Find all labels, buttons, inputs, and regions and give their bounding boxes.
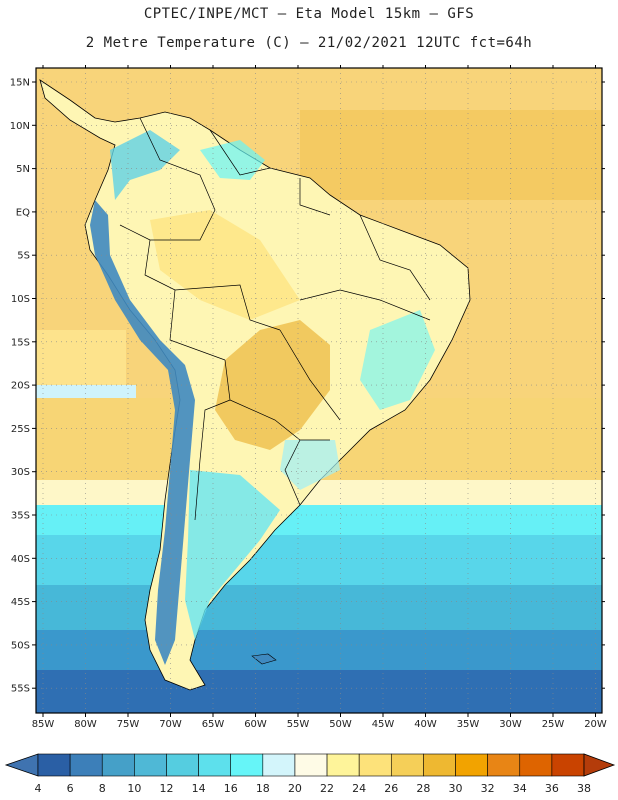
longitude-label: 65W — [202, 719, 225, 730]
falkland-islands — [251, 653, 277, 665]
latitude-label: 55S — [11, 684, 30, 695]
latitude-label: 15S — [11, 337, 30, 348]
colorbar-swatch — [487, 753, 521, 777]
colorbar-label: 22 — [320, 782, 335, 795]
colorbar-swatch — [519, 753, 553, 777]
ocean-band-mid — [36, 585, 602, 630]
colorbar-low-arrow — [4, 753, 39, 777]
colorbar-swatch — [390, 753, 424, 777]
longitude-label: 25W — [542, 719, 565, 730]
uruguay-cyan — [280, 440, 340, 490]
colorbar-swatch — [455, 753, 488, 777]
colorbar-swatch — [551, 753, 585, 777]
colorbar-high-arrow — [583, 753, 616, 777]
axis-ticks — [32, 65, 605, 717]
colorbar-swatch — [134, 753, 167, 777]
colorbar-label: 28 — [416, 782, 431, 795]
map-field — [36, 68, 602, 713]
latitude-label: 15N — [10, 78, 30, 89]
colorbar-swatch — [326, 753, 360, 777]
country-borders — [119, 117, 431, 521]
amazon-warm-patch — [150, 210, 300, 320]
colorbar-label: 18 — [255, 782, 270, 795]
colorbar-swatch — [101, 753, 135, 777]
colorbar-swatch — [358, 753, 392, 777]
longitude-label: 35W — [457, 719, 480, 730]
ocean-band-pale-west — [36, 330, 126, 390]
colorbar-label: 12 — [159, 782, 174, 795]
latitude-label: 50S — [11, 640, 30, 651]
longitude-label: 75W — [117, 719, 140, 730]
colorbar-label: 14 — [191, 782, 206, 795]
interior-hot-zone — [215, 320, 330, 450]
longitude-label: 80W — [74, 719, 97, 730]
colorbar-swatch — [69, 753, 103, 777]
colorbar-label: 10 — [127, 782, 142, 795]
longitude-label: 60W — [244, 719, 267, 730]
colorbar-label: 8 — [98, 782, 106, 795]
map-title-line2: 2 Metre Temperature (C) – 21/02/2021 12U… — [85, 35, 533, 51]
longitude-labels: 85W 80W 75W 70W 65W 60W 55W 50W 45W 40W 35W 30W 25W 2… — [32, 719, 607, 730]
latitude-label: 35S — [11, 511, 30, 522]
guiana-highlands-cyan — [200, 140, 265, 180]
latitude-label: 5S — [17, 251, 30, 262]
ocean-band-cold — [36, 630, 602, 670]
colorbar-swatch — [230, 753, 264, 777]
ocean-band-cyan — [36, 505, 602, 535]
colorbar-label: 24 — [352, 782, 367, 795]
longitude-label: 55W — [287, 719, 310, 730]
colorbar-label: 38 — [577, 782, 591, 795]
latitude-label: 20S — [11, 381, 30, 392]
colorbar-label: 6 — [66, 782, 74, 795]
longitude-label: 70W — [159, 719, 182, 730]
latitude-label: 30S — [11, 467, 30, 478]
colorbar-swatch — [262, 753, 296, 777]
latitude-label: 10S — [11, 294, 30, 305]
longitude-label: 30W — [499, 719, 522, 730]
colorbar-label: 20 — [287, 782, 302, 795]
longitude-label: 40W — [414, 719, 437, 730]
colorbar-swatch — [37, 753, 71, 777]
colorbar-label: 30 — [448, 782, 463, 795]
andes-cold-band — [90, 200, 195, 665]
latitude-label: 5N — [16, 164, 30, 175]
latitude-label: 40S — [11, 554, 30, 565]
colorbar-swatch — [198, 753, 232, 777]
longitude-label: 85W — [32, 719, 55, 730]
colorbar — [4, 753, 616, 777]
colorbar-label: 4 — [34, 782, 42, 795]
latitude-label: 25S — [11, 424, 30, 435]
ocean-band-warmest — [300, 110, 602, 200]
longitude-label: 45W — [372, 719, 395, 730]
colorbar-label: 36 — [544, 782, 559, 795]
latitude-labels: 15N 10N 5N EQ 5S 10S 15S 20S 25S 30S 35S 40S 45S 50S 5… — [10, 78, 30, 695]
colorbar-label: 32 — [480, 782, 495, 795]
map-title-line1: CPTEC/INPE/MCT – Eta Model 15km – GFS — [143, 6, 475, 22]
colorbar-swatch — [166, 753, 199, 777]
colorbar-label: 34 — [512, 782, 527, 795]
longitude-label: 50W — [329, 719, 352, 730]
latitude-label: EQ — [16, 207, 30, 218]
latitude-label: 10N — [10, 121, 30, 132]
patagonia-cool — [185, 470, 280, 640]
colorbar-label: 26 — [384, 782, 399, 795]
colorbar-label: 16 — [223, 782, 238, 795]
longitude-label: 20W — [584, 719, 607, 730]
latitude-label: 45S — [11, 597, 30, 608]
colorbar-swatch — [423, 753, 456, 777]
ocean-band-lightcyan — [36, 535, 602, 585]
map-frame — [35, 67, 603, 714]
colorbar-swatch — [294, 753, 328, 777]
andes-mid-band — [110, 130, 180, 200]
ocean-band-coldest — [36, 670, 602, 713]
